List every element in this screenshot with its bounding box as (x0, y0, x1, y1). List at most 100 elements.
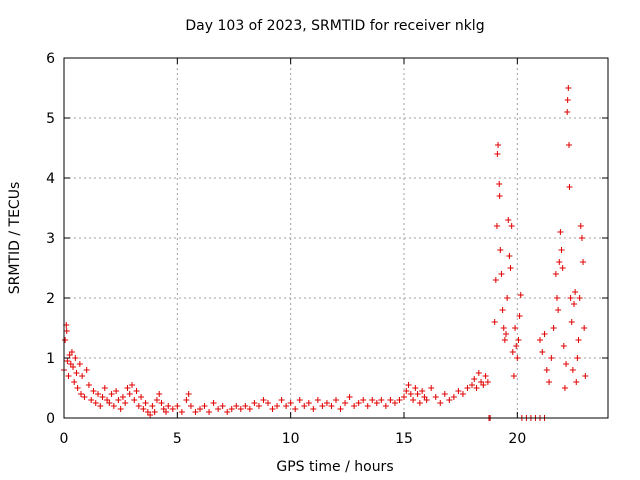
data-point (571, 301, 577, 307)
data-point (556, 259, 563, 265)
data-point (563, 361, 570, 367)
data-point (416, 400, 423, 406)
data-point (471, 376, 478, 382)
data-point (459, 391, 466, 397)
data-point (115, 397, 122, 403)
axis-ticks: 0 5 10 15 20 0 1 2 3 4 5 6 (46, 51, 608, 447)
data-point (90, 388, 97, 394)
data-point (210, 400, 217, 406)
data-point (83, 367, 90, 373)
data-point (419, 388, 426, 394)
data-point (378, 397, 385, 403)
data-point (174, 403, 181, 409)
data-point (246, 406, 253, 412)
data-point (206, 409, 213, 415)
data-point (163, 409, 169, 415)
data-point (319, 403, 326, 409)
y-tick-label: 0 (46, 411, 55, 427)
data-point (515, 337, 522, 343)
x-axis-label: GPS time / hours (276, 459, 393, 475)
data-point (337, 406, 344, 412)
data-point (360, 397, 367, 403)
data-point (498, 271, 505, 277)
data-point (369, 397, 376, 403)
data-point (493, 223, 500, 229)
data-point (557, 229, 564, 235)
data-point (537, 337, 543, 343)
data-point (464, 385, 471, 391)
data-point (403, 388, 410, 394)
data-point (95, 391, 101, 397)
data-point (541, 331, 548, 337)
data-point (501, 337, 508, 343)
data-point (278, 397, 285, 403)
data-point (507, 265, 514, 271)
data-point (484, 379, 491, 385)
data-point (566, 142, 573, 148)
data-point (495, 142, 502, 148)
data-point (494, 151, 501, 157)
data-point (509, 349, 516, 355)
data-point (412, 385, 419, 391)
data-point (516, 313, 523, 319)
data-point (450, 394, 457, 400)
data-point (201, 403, 208, 409)
x-tick-label: 5 (173, 431, 182, 447)
data-point (101, 385, 108, 391)
data-point (554, 295, 560, 301)
x-tick-label: 15 (395, 431, 413, 447)
data-point (255, 403, 262, 409)
data-point (580, 259, 587, 265)
data-point (574, 355, 581, 361)
x-tick-label: 20 (508, 431, 526, 447)
data-point (382, 403, 389, 409)
data-point (131, 397, 138, 403)
data-point (446, 397, 453, 403)
data-point (140, 406, 147, 412)
data-point (274, 403, 281, 409)
data-point (560, 343, 567, 349)
data-point (192, 409, 199, 415)
data-point (346, 394, 353, 400)
data-point (552, 271, 559, 277)
data-point (405, 382, 412, 388)
data-point (566, 184, 573, 190)
data-point (228, 406, 235, 412)
data-point (260, 397, 267, 403)
data-point (314, 397, 321, 403)
data-point (328, 403, 335, 409)
data-point (514, 355, 521, 361)
data-point (119, 394, 126, 400)
data-point (124, 385, 131, 391)
data-point (165, 403, 172, 409)
data-points (61, 85, 589, 421)
data-point (351, 403, 358, 409)
data-point (432, 394, 439, 400)
data-point (396, 397, 403, 403)
x-tick-label: 0 (60, 431, 69, 447)
data-point (496, 193, 503, 199)
data-point (572, 289, 579, 295)
data-point (473, 385, 480, 391)
data-point (110, 403, 117, 409)
data-point (577, 223, 584, 229)
data-point (158, 400, 165, 406)
data-point (265, 400, 271, 406)
data-point (510, 373, 517, 379)
data-point (567, 295, 574, 301)
data-point (469, 382, 475, 388)
data-point (505, 217, 512, 223)
data-point (333, 397, 339, 403)
data-point (78, 391, 84, 397)
data-point (492, 277, 499, 283)
data-point (65, 373, 72, 379)
data-point (79, 373, 86, 379)
data-point (183, 397, 190, 403)
data-point (251, 400, 258, 406)
data-point (499, 307, 506, 313)
data-point (497, 247, 504, 253)
data-point (129, 382, 135, 388)
data-point (565, 85, 572, 91)
data-point (72, 355, 79, 361)
